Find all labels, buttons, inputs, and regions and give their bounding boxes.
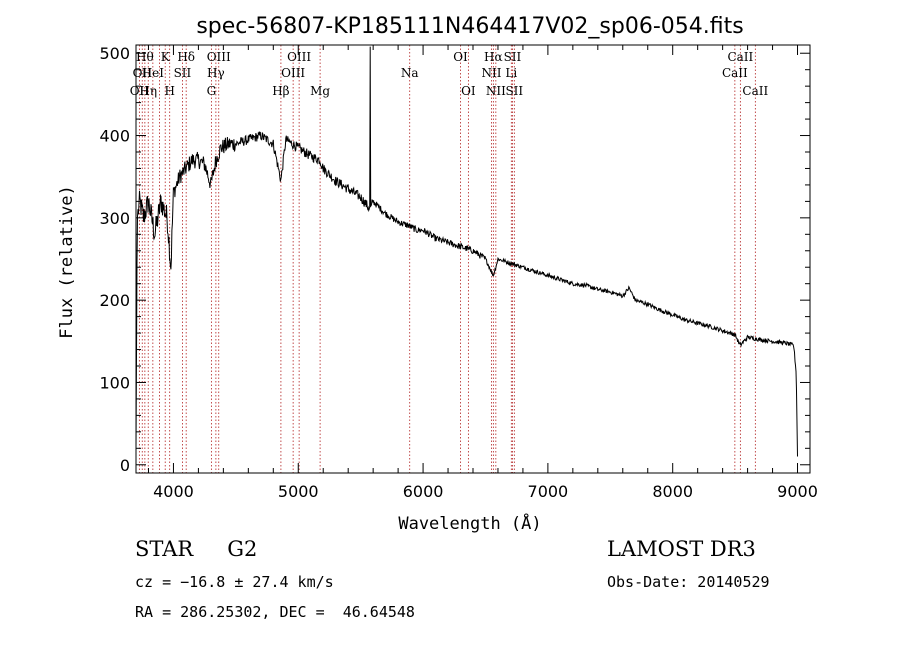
y-axis-label: Flux (relative) [57,185,77,339]
spectral-line-label: Na [401,66,419,80]
x-tick-label: 6000 [403,482,444,501]
spectral-line-label: Hγ [207,66,225,80]
y-tick-label: 400 [99,127,130,146]
spectral-line-label: Hα [484,50,503,64]
spectral-line-label: OIII [287,50,311,64]
plot-frame [135,44,811,474]
spectral-line-label: H [164,84,174,98]
spectral-line-label: Li [505,66,517,80]
y-tick-label: 100 [99,373,130,392]
chart-title: spec-56807-KP185111N464417V02_sp06-054.f… [196,14,743,39]
spectral-line-label: Hθ [136,50,154,64]
spectral-line-label: OIII [281,66,305,80]
x-tick-label: 8000 [652,482,693,501]
obs-date-readout: Obs-Date: 20140529 [607,573,770,591]
spectrum-series [135,46,798,457]
x-axis-label: Wavelength (Å) [398,512,541,534]
y-tick-label: 200 [99,291,130,310]
x-tick-label: 7000 [528,482,569,501]
x-tick-label: 9000 [777,482,818,501]
spectral-line-label: CaII [722,66,748,80]
spectral-line-label: K [161,50,171,64]
subclass-label: G2 [227,537,258,561]
spectral-line-label: CaII [742,84,768,98]
axis-ticks: 4000 5000 6000 7000 8000 9000 0 100 200 300 400 500 [99,44,817,501]
class-label: STAR [135,537,194,561]
spectral-line-label: G [207,84,217,98]
spectral-line-label: NII [486,84,506,98]
spectral-line-label: SII [174,66,192,80]
y-tick-label: 300 [99,209,130,228]
x-tick-label: 4000 [153,482,194,501]
spectral-line-labels: OIIOIIHθHηHeIKHSIIHδGHγOIIIHβOIIIOIIIMgN… [130,50,769,98]
spectral-line-markers [138,45,756,473]
spectral-line-label: NII [481,66,501,80]
spectral-line-label: SII [504,50,522,64]
spectral-line-label: OI [461,84,476,98]
spectral-line-label: Hη [139,84,157,98]
spectral-line-label: Mg [310,84,330,98]
object-class: STAR G2 [135,537,257,561]
x-tick-label: 5000 [278,482,319,501]
spectral-line-label: SII [505,84,523,98]
y-tick-label: 500 [99,44,130,63]
spectral-line-label: Hδ [177,50,195,64]
survey-label: LAMOST DR3 [607,537,756,561]
spectrum-chart: spec-56807-KP185111N464417V02_sp06-054.f… [57,14,818,534]
spectral-line-label: CaII [727,50,753,64]
spectral-line-label: OIII [207,50,231,64]
spectral-line-label: HeI [142,66,165,80]
y-tick-label: 0 [120,456,130,475]
coordinates-readout: RA = 286.25302, DEC = 46.64548 [135,603,415,621]
spectrum-line [135,46,798,457]
spectral-line-label: Hβ [272,84,289,98]
spectral-line-label: OI [453,50,468,64]
spectral-line-label: OII [130,84,150,98]
redshift-readout: cz = −16.8 ± 27.4 km/s [135,573,334,591]
